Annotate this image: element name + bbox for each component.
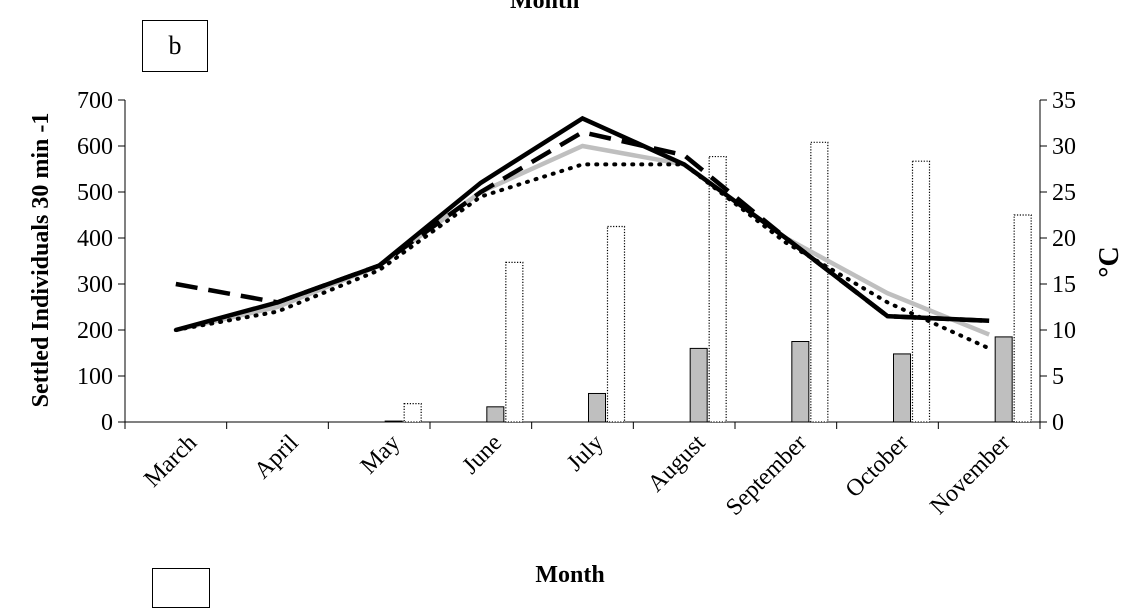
y2-tick-label: 0 [1052,410,1064,436]
line-solid-gray [175,143,991,337]
bar-gray [994,336,1013,423]
y-tick-label: 400 [77,226,113,252]
bar-dotted [1013,214,1032,423]
line-dotted-black [173,162,992,351]
bar-dotted [911,160,931,423]
y-axis-title: Settled Individuals 30 min -1 [28,113,54,408]
x-tick-label: August [643,430,711,498]
x-tick-label: July [562,430,609,477]
y-tick-label: 200 [77,318,113,344]
bar-gray [689,347,708,423]
line-dashed-black [175,129,990,324]
x-tick-label: June [458,430,507,479]
bar-dotted [708,155,727,423]
y-tick-label: 700 [77,88,113,114]
y-tick-label: 0 [101,410,113,436]
y-tick-label: 300 [77,272,113,298]
x-tick-label: September [721,430,812,521]
y2-tick-label: 30 [1052,134,1076,160]
x-axis-title: Month [535,562,604,588]
bar-gray [588,392,606,423]
bar-dotted [606,225,626,423]
y2-tick-label: 35 [1052,88,1076,114]
bar-gray [384,420,403,423]
bar-dotted [403,403,422,423]
bar-dotted [505,261,524,423]
top-axis-title: Month [510,0,580,14]
bar-dotted [810,141,829,423]
y2-tick-label: 25 [1052,180,1076,206]
bar-gray [791,341,810,423]
y2-tick-label: 5 [1052,364,1064,390]
bar-gray [893,353,911,423]
y2-tick-label: 20 [1052,226,1076,252]
x-tick-label: April [250,430,304,484]
y2-tick-label: 15 [1052,272,1076,298]
x-tick-label: March [139,430,202,493]
y2-axis-title: °C [1094,246,1125,277]
y-tick-label: 100 [77,364,113,390]
panel-label-box: b [142,20,208,72]
y-tick-label: 600 [77,134,113,160]
x-tick-label: May [356,430,405,479]
x-tick-label: November [925,430,1015,520]
bar-gray [486,406,505,423]
y-tick-label: 500 [77,180,113,206]
y2-tick-label: 10 [1052,318,1076,344]
x-tick-label: October [841,430,914,503]
